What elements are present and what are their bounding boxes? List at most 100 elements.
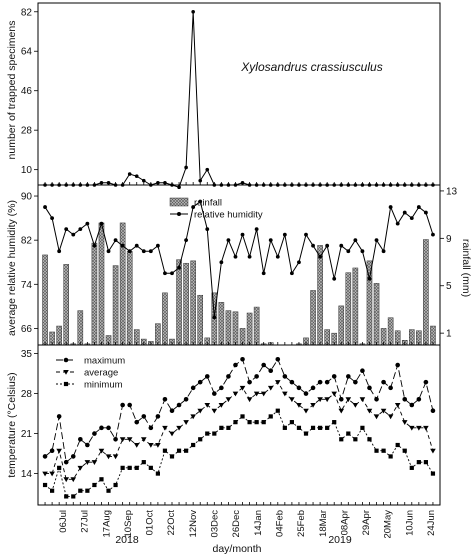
x-tick-label: 22Oct [166, 510, 177, 536]
data-point-humidity [177, 265, 181, 270]
data-point-minimum [99, 477, 104, 482]
data-point-maximum [338, 396, 344, 402]
data-point-humidity [85, 221, 90, 226]
data-point-average [91, 460, 98, 465]
data-point-minimum [205, 431, 210, 436]
y-tick-label: 82 [21, 236, 33, 247]
series-line-average [45, 381, 434, 480]
data-point-maximum [303, 391, 309, 396]
species-annotation: Xylosandrus crassiusculus [240, 60, 382, 74]
data-point-maximum [233, 362, 238, 368]
data-point-average [387, 414, 394, 420]
data-point-average [274, 380, 281, 385]
data-point-maximum [282, 374, 288, 379]
data-point-average [42, 471, 48, 477]
bar-rainfall [183, 262, 189, 346]
bar-rainfall [317, 245, 323, 346]
legend-label-humidity: relative humidity [194, 210, 263, 221]
data-point-average [204, 403, 211, 408]
data-point-specimens [191, 9, 195, 14]
data-point-minimum [367, 437, 372, 442]
series-line-minimum [44, 409, 434, 497]
data-point-humidity [155, 243, 160, 248]
bar-rainfall [225, 310, 232, 346]
data-point-average [408, 425, 415, 431]
x-tick-label: 03Dec [210, 510, 221, 538]
data-point-maximum [381, 379, 386, 385]
data-point-maximum [289, 379, 295, 385]
data-point-average [98, 448, 105, 454]
data-point-humidity [43, 205, 47, 209]
data-point-minimum [402, 448, 407, 453]
x-tick-label: 10Jun [404, 510, 415, 536]
data-point-minimum [268, 414, 273, 419]
data-point-humidity [134, 243, 139, 248]
data-point-average [394, 403, 401, 408]
data-point-humidity [99, 221, 104, 226]
data-point-maximum [78, 436, 83, 442]
y-tick-label: 21 [21, 429, 33, 440]
bar-rainfall [162, 292, 168, 346]
x-tick-label: 26Dec [231, 510, 242, 538]
panel2-y2label: rainfall (mm) [460, 239, 472, 297]
bar-rainfall [253, 306, 260, 346]
year-label-2018: 2018 [115, 534, 139, 546]
data-point-average [373, 414, 380, 420]
series-line-specimens [45, 11, 433, 188]
data-point-humidity [254, 227, 259, 232]
data-point-maximum [113, 436, 118, 442]
data-point-average [70, 477, 77, 483]
data-point-maximum [310, 385, 316, 391]
data-point-maximum [49, 448, 55, 454]
data-point-minimum [346, 431, 351, 436]
data-point-humidity [268, 238, 273, 243]
data-point-specimens [141, 178, 146, 183]
data-point-maximum [92, 431, 97, 436]
data-point-maximum [148, 425, 154, 431]
data-point-average [282, 391, 288, 397]
data-point-humidity [282, 232, 287, 237]
data-point-minimum [127, 465, 132, 470]
data-point-humidity [431, 232, 435, 237]
data-point-average [296, 403, 302, 408]
data-point-maximum [261, 362, 266, 368]
data-point-minimum [381, 448, 386, 453]
year-label-2019: 2019 [328, 534, 352, 546]
data-point-average [162, 425, 168, 431]
data-point-average [49, 471, 55, 477]
bar-rainfall [176, 259, 182, 346]
data-point-minimum [92, 482, 97, 488]
x-tick-label: 06Jul [58, 510, 69, 533]
data-point-maximum [395, 362, 400, 368]
data-point-maximum [247, 379, 252, 385]
x-axis-label: day/month [212, 543, 261, 555]
data-point-humidity [289, 271, 294, 276]
data-point-humidity [297, 260, 301, 265]
data-point-minimum [325, 425, 330, 430]
data-point-maximum [416, 396, 422, 402]
data-point-minimum [374, 448, 379, 453]
data-point-average [338, 408, 345, 414]
data-point-average [416, 425, 422, 431]
data-point-maximum [367, 385, 372, 391]
data-point-specimens [205, 167, 210, 172]
data-point-humidity [212, 315, 217, 320]
y-tick-label: 66 [21, 324, 33, 335]
data-point-humidity [198, 199, 203, 204]
data-point-maximum [70, 454, 76, 459]
data-point-humidity [311, 243, 315, 248]
data-point-humidity [247, 254, 252, 259]
data-point-average [289, 397, 295, 403]
data-point-minimum [395, 442, 400, 448]
x-tick-label: 24Jun [426, 510, 437, 536]
bar-rainfall [155, 323, 161, 346]
data-point-humidity [416, 205, 421, 209]
data-point-maximum [134, 419, 140, 425]
data-point-minimum [254, 420, 259, 425]
bar-rainfall [387, 317, 394, 346]
x-tick-label: 27Jul [80, 510, 91, 533]
legend-label-maximum: maximum [84, 356, 125, 367]
data-point-average [126, 437, 133, 443]
